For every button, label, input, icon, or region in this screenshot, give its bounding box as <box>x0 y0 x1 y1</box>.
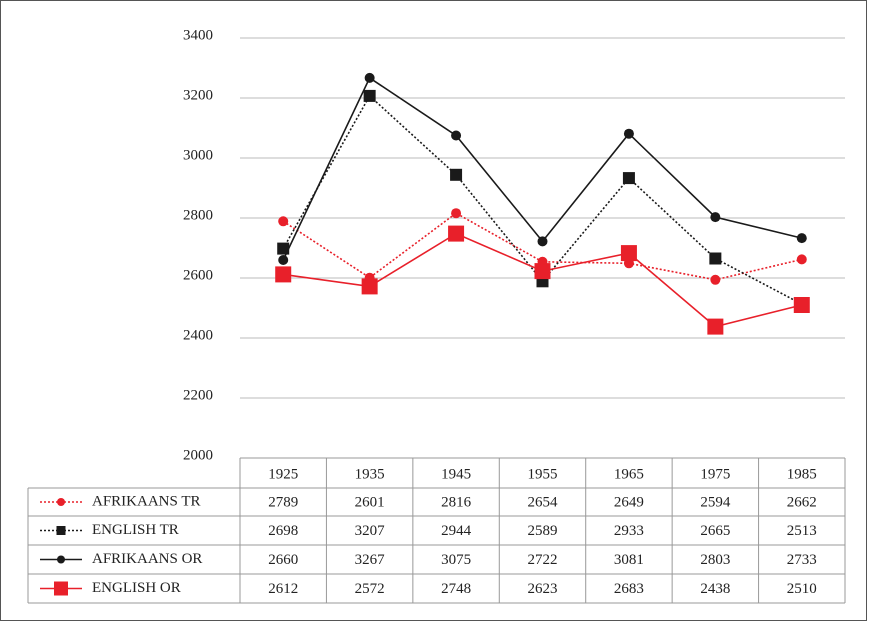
table-header: 1925 <box>268 466 298 482</box>
point <box>796 233 807 244</box>
point <box>537 236 548 247</box>
table-cell: 2803 <box>700 552 730 568</box>
point <box>451 130 462 141</box>
legend-label: AFRIKAANS OR <box>92 551 202 567</box>
table-cell: 2612 <box>268 581 298 597</box>
table-cell: 2589 <box>528 523 558 539</box>
point <box>364 72 375 83</box>
point <box>361 278 378 295</box>
y-tick-label: 2600 <box>183 267 213 283</box>
table-header: 1945 <box>441 466 471 482</box>
point <box>793 297 810 313</box>
point <box>709 252 722 265</box>
y-tick-label: 3400 <box>183 27 213 43</box>
y-tick-label: 2000 <box>183 447 213 463</box>
table-cell: 2660 <box>268 552 298 568</box>
point <box>448 225 465 242</box>
table-cell: 3267 <box>355 552 386 568</box>
table-cell: 2933 <box>614 523 644 539</box>
table-cell: 2572 <box>355 581 385 597</box>
table-cell: 2662 <box>787 494 817 510</box>
table-cell: 2722 <box>528 552 558 568</box>
table-cell: 2789 <box>268 494 298 510</box>
table-header: 1965 <box>614 466 644 482</box>
point <box>534 263 551 280</box>
point <box>277 242 290 255</box>
point <box>620 245 637 262</box>
y-tick-label: 2400 <box>183 327 213 343</box>
table-cell: 2816 <box>441 494 472 510</box>
point <box>710 212 721 223</box>
table-cell: 2698 <box>268 523 298 539</box>
point <box>623 128 634 139</box>
table-cell: 2513 <box>787 523 817 539</box>
table-cell: 2601 <box>355 494 385 510</box>
table-header: 1935 <box>355 466 385 482</box>
table-cell: 2438 <box>700 581 730 597</box>
table-cell: 3081 <box>614 552 644 568</box>
table-cell: 2683 <box>614 581 644 597</box>
table-cell: 2748 <box>441 581 471 597</box>
table-cell: 3207 <box>355 523 386 539</box>
y-tick-label: 3000 <box>183 147 213 163</box>
table-cell: 2733 <box>787 552 817 568</box>
point <box>451 208 462 219</box>
point <box>278 255 289 265</box>
point <box>710 274 721 285</box>
legend-label: ENGLISH TR <box>92 522 179 538</box>
table-cell: 2649 <box>614 494 644 510</box>
table-cell: 2944 <box>441 523 472 539</box>
point <box>622 172 635 185</box>
y-tick-label: 2800 <box>183 207 213 223</box>
point <box>707 318 724 335</box>
point <box>363 89 376 102</box>
legend-label: ENGLISH OR <box>92 580 181 596</box>
table-cell: 3075 <box>441 552 471 568</box>
legend-marker <box>57 555 65 564</box>
table-cell: 2654 <box>528 494 559 510</box>
point <box>450 168 463 181</box>
legend-marker <box>54 581 68 596</box>
point <box>278 216 289 227</box>
table-cell: 2665 <box>700 523 730 539</box>
legend-label: AFRIKAANS TR <box>92 493 201 509</box>
table-header: 1955 <box>528 466 558 482</box>
legend-marker <box>57 498 65 506</box>
y-tick-label: 3200 <box>183 87 213 103</box>
table-header: 1985 <box>787 466 817 482</box>
table-cell: 2623 <box>528 581 558 597</box>
table-cell: 2510 <box>787 581 817 597</box>
table-cell: 2594 <box>700 494 731 510</box>
point <box>275 266 292 283</box>
table-header: 1975 <box>700 466 730 482</box>
legend-marker <box>56 526 66 535</box>
point <box>796 254 807 265</box>
y-tick-label: 2200 <box>183 387 213 403</box>
